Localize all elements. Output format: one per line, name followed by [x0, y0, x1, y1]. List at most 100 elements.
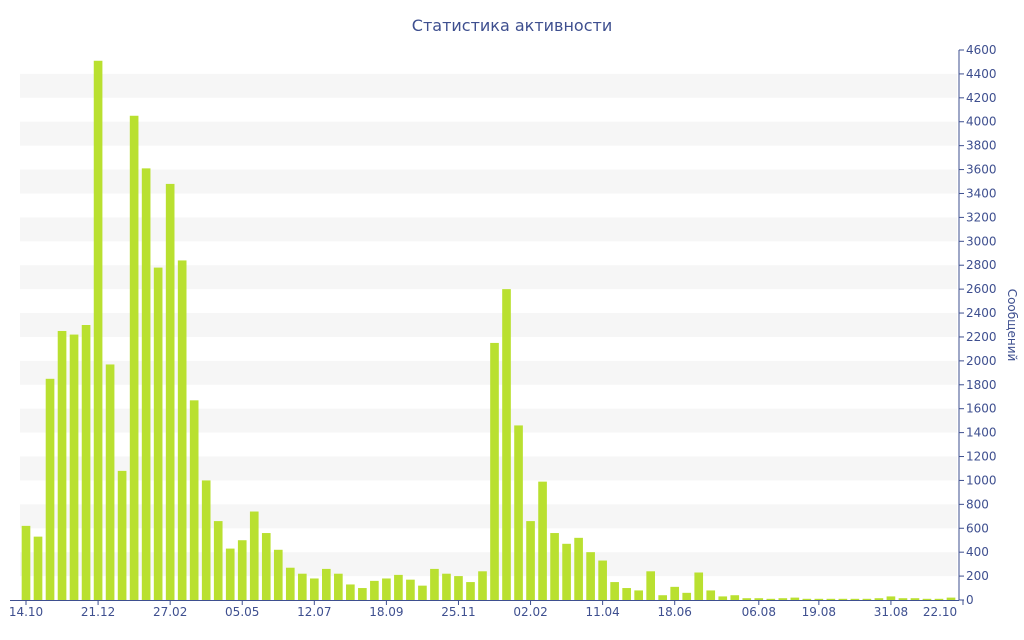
y-tick-label: 2400 — [966, 306, 997, 320]
x-tick-label: 19.08 — [802, 605, 836, 619]
bar — [874, 598, 884, 600]
x-tick-label: 11.04 — [585, 605, 619, 619]
bar — [490, 342, 499, 600]
bar — [538, 481, 547, 600]
bar — [249, 511, 259, 600]
bar — [550, 533, 559, 600]
y-tick-label: 4600 — [966, 43, 997, 57]
x-tick-label: 31.08 — [874, 605, 908, 619]
bar — [778, 598, 788, 600]
bar — [69, 334, 79, 600]
bar — [213, 521, 223, 600]
grid-band — [20, 121, 957, 146]
y-tick-label: 2200 — [966, 330, 997, 344]
bar — [718, 596, 728, 600]
bar — [838, 598, 848, 600]
y-tick-label: 1800 — [966, 378, 997, 392]
bar — [309, 578, 319, 600]
x-tick-label: 18.09 — [369, 605, 403, 619]
y-tick-label: 3400 — [966, 186, 997, 200]
grid-band — [20, 360, 957, 385]
bar — [334, 573, 343, 600]
bar — [117, 470, 127, 600]
y-tick-label: 600 — [966, 521, 989, 535]
y-tick-label: 1400 — [966, 426, 997, 440]
y-axis-title: Сообщений — [1005, 289, 1019, 362]
bar — [273, 549, 283, 600]
bar — [322, 568, 331, 600]
bar — [802, 598, 812, 600]
bar — [406, 579, 415, 600]
bar — [610, 582, 619, 600]
y-tick-label: 1000 — [966, 473, 997, 487]
grid-band — [20, 408, 957, 433]
bar — [466, 582, 475, 600]
bar — [454, 576, 463, 600]
bar — [225, 548, 235, 600]
bar — [574, 537, 583, 600]
bar — [189, 400, 199, 600]
bar — [562, 543, 571, 600]
grid-band — [20, 217, 957, 242]
y-tick-label: 3200 — [966, 210, 997, 224]
chart-title: Статистика активности — [412, 16, 612, 35]
bar — [177, 260, 187, 600]
bar — [93, 60, 103, 600]
y-tick-label: 800 — [966, 497, 989, 511]
y-tick-label: 2800 — [966, 258, 997, 272]
bar — [910, 598, 920, 600]
y-tick-label: 2000 — [966, 354, 997, 368]
bar — [862, 598, 872, 600]
y-tick-label: 1200 — [966, 450, 997, 464]
bar — [45, 378, 55, 600]
bar — [730, 595, 740, 600]
grid-band — [20, 456, 957, 481]
bar — [598, 560, 607, 600]
y-tick-label: 200 — [966, 569, 989, 583]
bar — [33, 536, 43, 600]
bar — [346, 584, 355, 600]
bar — [21, 525, 31, 600]
x-tick-label: 06.08 — [742, 605, 776, 619]
x-tick-label: 05.05 — [225, 605, 259, 619]
bar — [418, 585, 427, 600]
bar — [382, 578, 391, 600]
x-tick-label: 14.10 — [9, 605, 43, 619]
bar — [297, 573, 307, 600]
grid-band — [20, 73, 957, 98]
bar — [129, 115, 139, 600]
bar — [394, 574, 403, 600]
x-tick-label: 27.02 — [153, 605, 187, 619]
bar — [201, 480, 211, 600]
y-tick-label: 4200 — [966, 91, 997, 105]
bar — [754, 598, 764, 600]
grid-band — [20, 169, 957, 194]
x-tick-label: 12.07 — [297, 605, 331, 619]
bar — [586, 552, 595, 600]
y-tick-label: 4000 — [966, 115, 997, 129]
bar — [81, 325, 91, 600]
grid-band — [20, 313, 957, 337]
bar-series — [21, 60, 956, 600]
bar — [165, 183, 175, 600]
bar — [694, 572, 704, 600]
y-tick-label: 3600 — [966, 163, 997, 177]
bar — [442, 573, 451, 600]
bar — [742, 598, 752, 600]
bar — [478, 571, 487, 600]
y-tick-label: 3800 — [966, 139, 997, 153]
bar — [814, 598, 824, 600]
bar — [766, 598, 776, 600]
bar — [285, 567, 295, 600]
bar — [682, 592, 692, 600]
x-tick-label: 18.06 — [658, 605, 692, 619]
x-tick-label: 21.12 — [81, 605, 115, 619]
bar — [261, 533, 271, 600]
bar — [237, 540, 247, 600]
y-tick-label: 0 — [966, 593, 974, 607]
y-tick-label: 3000 — [966, 234, 997, 248]
y-tick-label: 4400 — [966, 67, 997, 81]
grid-band — [20, 265, 957, 290]
